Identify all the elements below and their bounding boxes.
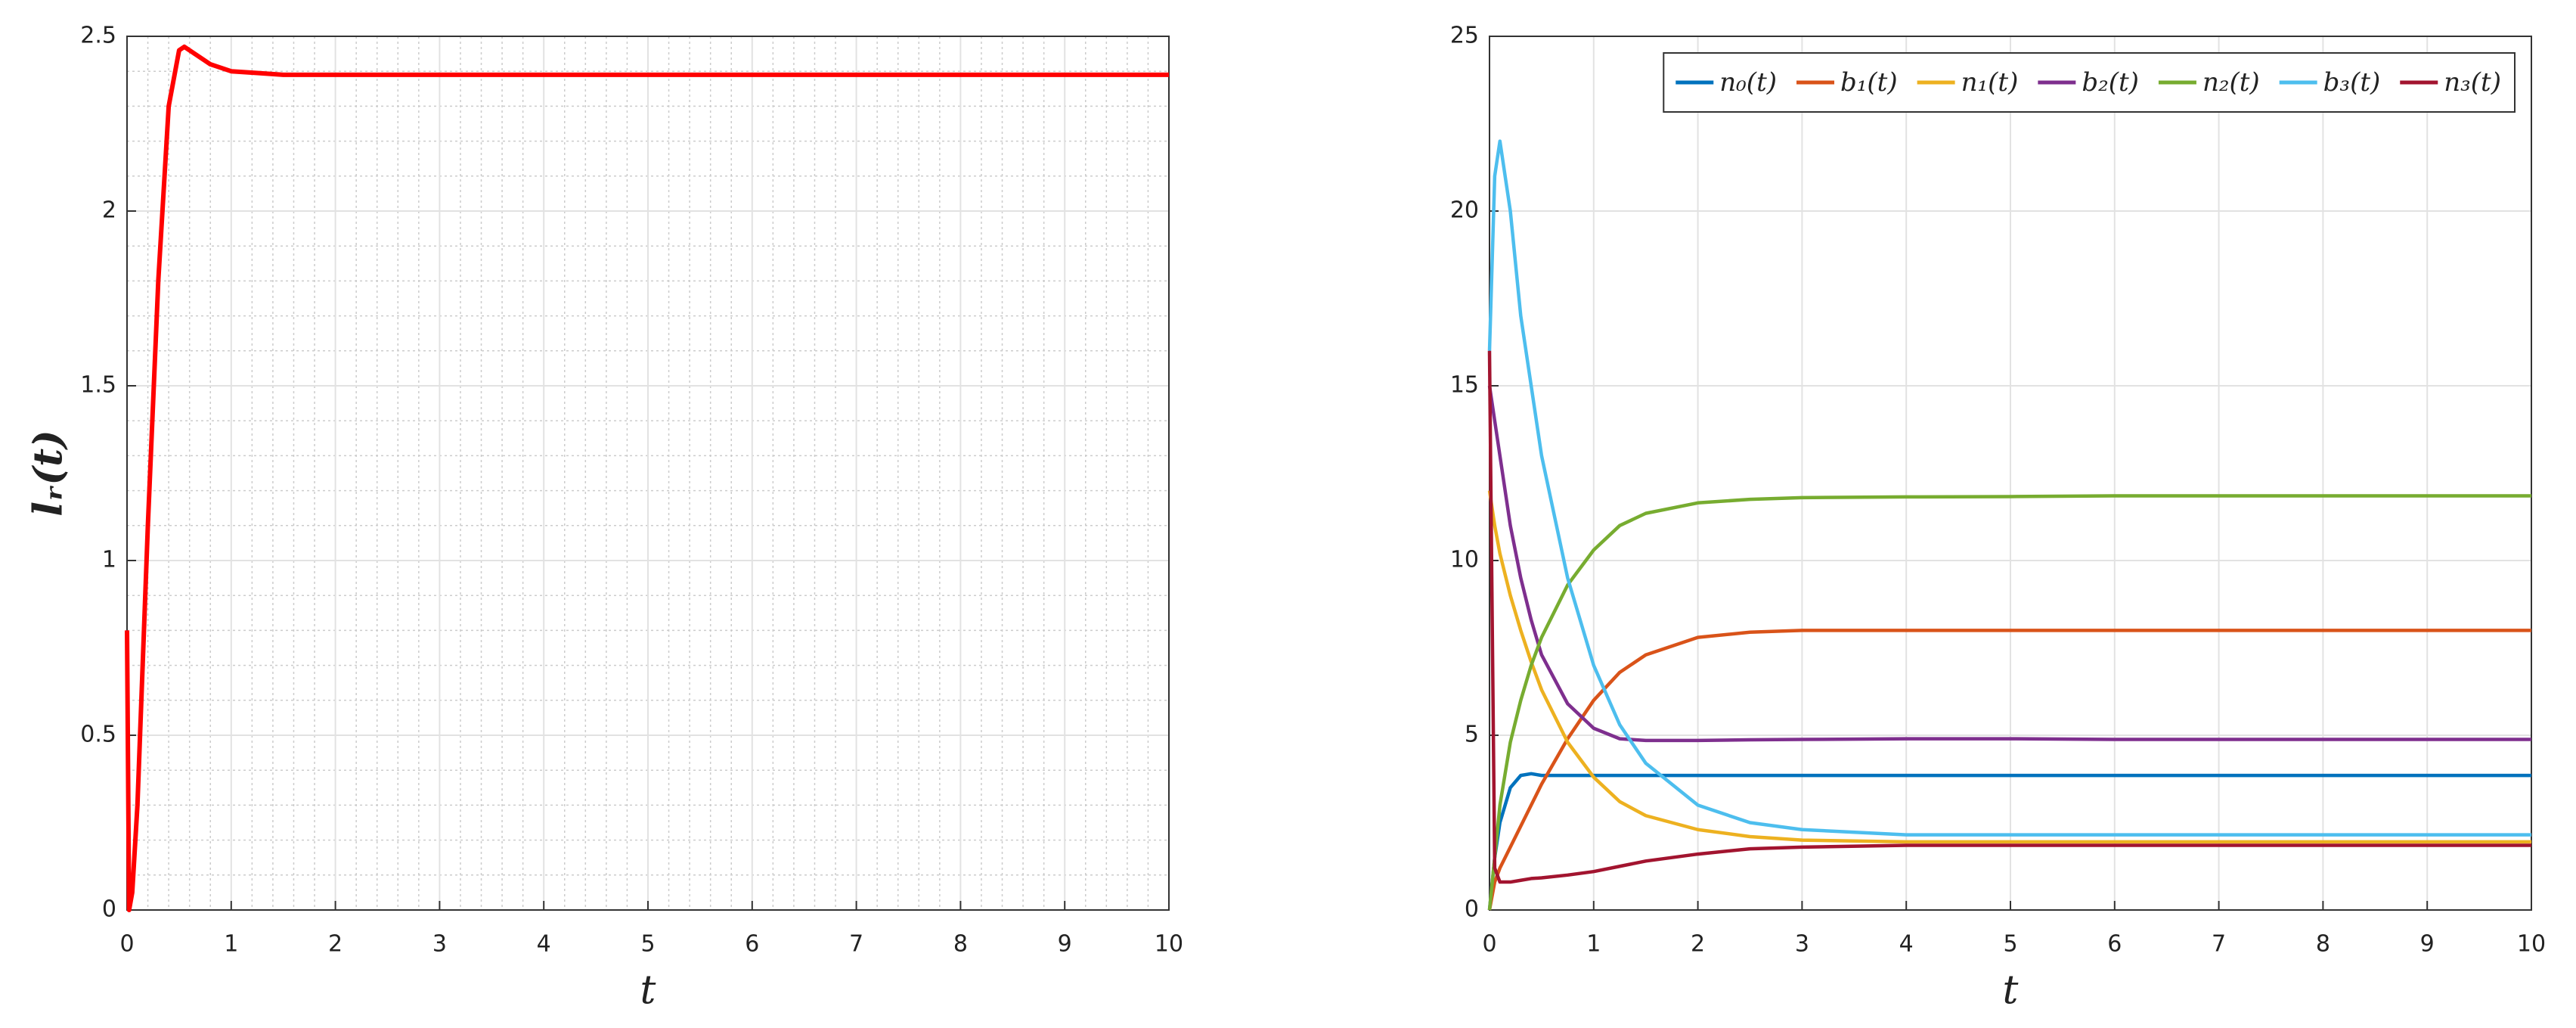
y-axis-title: lᵣ(t) [26, 430, 72, 517]
legend-label: n₁(t) [1961, 67, 2019, 98]
legend-item: n₂(t) [2158, 67, 2260, 98]
line-series [1487, 494, 2531, 911]
x-tick-label: 9 [1058, 931, 1072, 958]
y-tick-label: 2.5 [80, 23, 116, 49]
x-tick-label: 2 [1691, 931, 1705, 958]
line-series [1487, 629, 2531, 911]
line-series [1487, 772, 2531, 911]
legend-label: n₀(t) [1719, 67, 1777, 98]
y-tick-label: 2 [102, 197, 116, 224]
x-tick-label: 6 [745, 931, 759, 958]
legend-item: n₀(t) [1675, 67, 1777, 98]
x-axis-title: t [2003, 968, 2019, 1014]
chart: 0 1 2 3 4 5 6 7 8 9 10 0 0.5 1 1.5 2 2.5 t lᵣ(t) [26, 23, 1184, 1014]
y-tick-label: 0 [102, 896, 116, 923]
y-tick-label: 10 [1450, 547, 1479, 573]
x-tick-label: 8 [2316, 931, 2330, 958]
y-tick-label: 0 [1465, 896, 1479, 923]
x-tick-label: 1 [224, 931, 238, 958]
y-tick-label: 0.5 [80, 722, 116, 748]
y-tick-label: 1.5 [80, 372, 116, 399]
legend-item: n₁(t) [1917, 67, 2019, 98]
y-tick-label: 15 [1450, 372, 1479, 399]
legend: n₀(t) b₁(t) n₁(t) b₂(t) n₂(t) b₃(t) n₃(t) [1663, 52, 2516, 113]
x-tick-label: 0 [119, 931, 134, 958]
x-tick-label: 3 [432, 931, 447, 958]
line-series [1487, 350, 2531, 884]
legend-label: b₁(t) [1840, 67, 1898, 98]
chart: 0 1 2 3 4 5 6 7 8 9 10 0 5 10 15 20 25 t n₀(t) b₁(t) n₁(t) b₂… [1450, 23, 2546, 1014]
x-tick-label: 5 [2003, 931, 2017, 958]
x-tick-label: 0 [1482, 931, 1496, 958]
x-tick-label: 10 [2517, 931, 2546, 958]
x-tick-label: 5 [640, 931, 655, 958]
line-series [125, 44, 1169, 912]
legend-label: b₂(t) [2082, 67, 2139, 98]
legend-item: b₂(t) [2038, 67, 2139, 98]
x-axis-title: t [640, 968, 656, 1014]
y-tick-label: 5 [1465, 722, 1479, 748]
plot-frame [126, 36, 1170, 911]
legend-item: b₁(t) [1796, 67, 1898, 98]
legend-label: n₂(t) [2202, 67, 2260, 98]
legend-label: n₃(t) [2444, 67, 2501, 98]
legend-item: b₃(t) [2279, 67, 2381, 98]
x-tick-label: 1 [1586, 931, 1601, 958]
x-tick-label: 8 [953, 931, 968, 958]
y-tick-label: 20 [1450, 197, 1479, 224]
y-tick-label: 25 [1450, 23, 1479, 49]
x-tick-label: 4 [537, 931, 551, 958]
line-series [1487, 490, 2531, 844]
legend-label: b₃(t) [2323, 67, 2381, 98]
x-tick-label: 4 [1899, 931, 1914, 958]
y-tick-label: 1 [102, 547, 116, 573]
x-tick-label: 7 [849, 931, 863, 958]
x-tick-label: 7 [2212, 931, 2226, 958]
legend-item: n₃(t) [2400, 67, 2501, 98]
x-tick-label: 2 [328, 931, 343, 958]
x-tick-label: 6 [2107, 931, 2122, 958]
x-tick-label: 10 [1155, 931, 1183, 958]
line-series [1487, 139, 2531, 837]
line-series [1487, 385, 2531, 743]
x-tick-label: 3 [1795, 931, 1809, 958]
x-tick-label: 9 [2420, 931, 2435, 958]
